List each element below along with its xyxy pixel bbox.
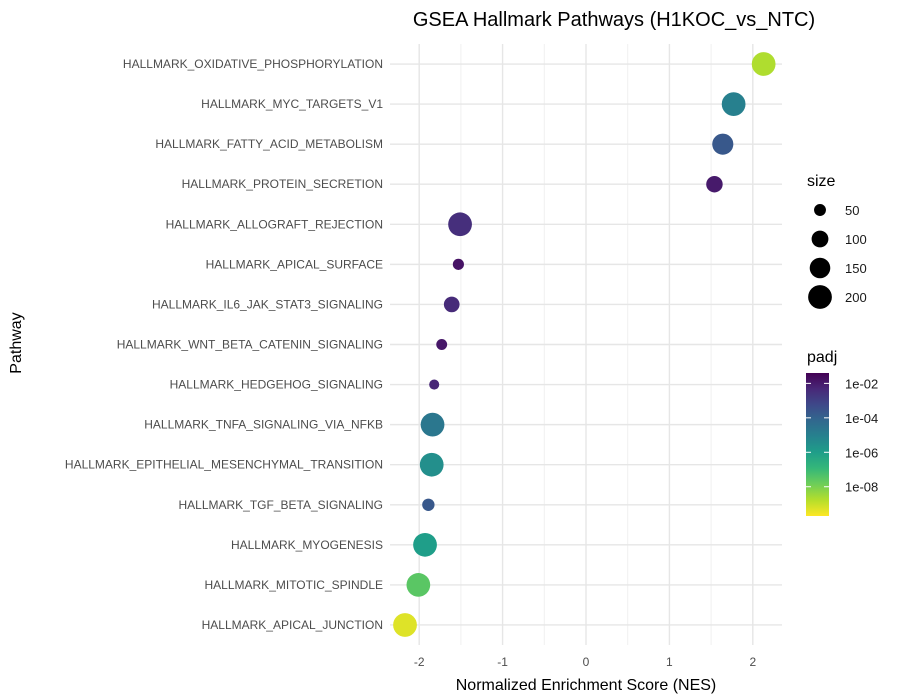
pathway-label: HALLMARK_WNT_BETA_CATENIN_SIGNALING <box>117 338 383 352</box>
x-tick-label: 2 <box>749 655 756 669</box>
pathway-label: HALLMARK_FATTY_ACID_METABOLISM <box>155 137 383 151</box>
colorbar-tick-label: 1e-02 <box>845 376 878 391</box>
pathway-point <box>448 212 472 237</box>
size-legend-label: 150 <box>845 261 867 276</box>
y-axis-title: Pathway <box>8 312 25 373</box>
colorbar-tick-label: 1e-08 <box>845 480 878 495</box>
pathway-point <box>420 412 445 437</box>
pathway-label: HALLMARK_IL6_JAK_STAT3_SIGNALING <box>152 297 383 311</box>
size-legend-title: size <box>807 173 836 190</box>
pathway-point <box>443 296 460 313</box>
pathway-point <box>393 613 417 637</box>
pathway-label: HALLMARK_ALLOGRAFT_REJECTION <box>166 217 383 231</box>
padj-legend: padj 1e-02 1e-04 1e-06 1e-08 <box>806 349 878 516</box>
size-legend-key <box>809 257 831 279</box>
pathway-point <box>419 452 444 477</box>
size-legend-label: 50 <box>845 203 859 218</box>
size-legend-key <box>814 204 826 216</box>
pathway-label: HALLMARK_TGF_BETA_SIGNALING <box>178 498 383 512</box>
x-tick-label: -1 <box>497 655 508 669</box>
pathway-label: HALLMARK_PROTEIN_SECRETION <box>182 177 383 191</box>
pathway-label: HALLMARK_TNFA_SIGNALING_VIA_NFKB <box>144 418 383 432</box>
padj-colorbar <box>806 373 829 516</box>
pathway-point <box>706 176 723 193</box>
data-points <box>393 52 776 637</box>
pathway-point <box>429 379 440 390</box>
x-tick-label: 1 <box>666 655 673 669</box>
pathway-label: HALLMARK_OXIDATIVE_PHOSPHORYLATION <box>123 57 383 71</box>
x-tick-label: -2 <box>414 655 425 669</box>
size-legend-label: 200 <box>845 290 867 305</box>
pathway-point <box>413 532 437 557</box>
x-axis-ticks: -2 -1 0 1 2 <box>414 655 757 669</box>
pathway-point <box>721 92 746 116</box>
y-axis-labels: HALLMARK_OXIDATIVE_PHOSPHORYLATION HALLMA… <box>65 57 383 632</box>
chart-title: GSEA Hallmark Pathways (H1KOC_vs_NTC) <box>413 9 815 31</box>
grid-lines <box>390 44 782 645</box>
colorbar-tick-label: 1e-04 <box>845 411 878 426</box>
pathway-label: HALLMARK_APICAL_JUNCTION <box>202 618 383 632</box>
size-legend-key <box>808 285 832 309</box>
size-legend-key <box>811 230 829 248</box>
x-axis-title: Normalized Enrichment Score (NES) <box>456 677 717 694</box>
pathway-label: HALLMARK_EPITHELIAL_MESENCHYMAL_TRANSITI… <box>65 458 383 472</box>
size-legend-label: 100 <box>845 232 867 247</box>
padj-legend-title: padj <box>807 349 837 366</box>
pathway-label: HALLMARK_MYC_TARGETS_V1 <box>201 97 383 111</box>
x-tick-label: 0 <box>583 655 590 669</box>
colorbar-tick-label: 1e-06 <box>845 445 878 460</box>
pathway-point <box>406 573 431 597</box>
pathway-point <box>751 52 776 76</box>
pathway-point <box>436 339 448 350</box>
pathway-label: HALLMARK_HEDGEHOG_SIGNALING <box>170 378 383 392</box>
pathway-label: HALLMARK_MITOTIC_SPINDLE <box>205 578 384 592</box>
pathway-point <box>422 498 435 511</box>
pathway-label: HALLMARK_APICAL_SURFACE <box>206 257 383 271</box>
pathway-label: HALLMARK_MYOGENESIS <box>231 538 383 552</box>
pathway-point <box>712 133 734 155</box>
pathway-point <box>452 258 464 270</box>
size-legend: size 50 100 150 200 <box>807 173 867 309</box>
